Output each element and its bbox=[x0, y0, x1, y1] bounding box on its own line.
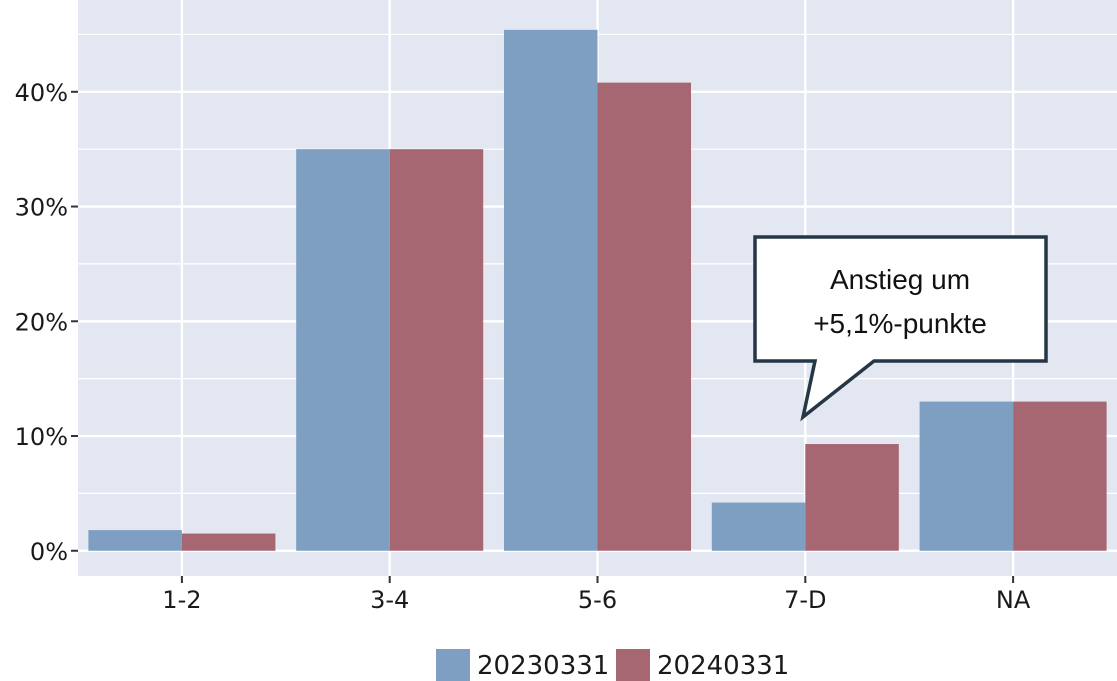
bar-20240331-5-6 bbox=[597, 82, 692, 551]
bar-20230331-5-6 bbox=[503, 29, 598, 551]
y-tick-label: 0% bbox=[30, 538, 68, 566]
legend-label-20230331: 20230331 bbox=[477, 651, 609, 681]
y-tick-label: 10% bbox=[15, 423, 68, 451]
annotation-line-2: +5,1%-punkte bbox=[813, 308, 987, 339]
x-tick-label: 7-D bbox=[784, 586, 826, 614]
x-axis: 1-2 3-4 5-6 7-D NA bbox=[162, 576, 1031, 614]
bar-20230331-3-4 bbox=[296, 149, 390, 551]
bar-20230331-NA bbox=[919, 401, 1014, 551]
bar-20240331-3-4 bbox=[389, 149, 484, 551]
legend-key-20240331 bbox=[616, 649, 650, 681]
bar-20240331-NA bbox=[1013, 401, 1107, 551]
x-tick-label: 5-6 bbox=[578, 586, 617, 614]
y-tick-label: 30% bbox=[15, 194, 68, 222]
x-tick-label: 3-4 bbox=[370, 586, 409, 614]
y-axis: 0% 10% 20% 30% 40% bbox=[15, 79, 78, 566]
bar-20230331-1-2 bbox=[88, 530, 182, 551]
y-tick-label: 40% bbox=[15, 79, 68, 107]
x-tick-label: 1-2 bbox=[162, 586, 201, 614]
legend-key-20230331 bbox=[436, 649, 470, 681]
bar-20230331-7-D bbox=[711, 502, 806, 551]
bars-group bbox=[88, 29, 1107, 551]
legend: 20230331 20240331 bbox=[436, 649, 789, 681]
y-tick-label: 20% bbox=[15, 308, 68, 336]
bar-20240331-1-2 bbox=[181, 533, 276, 551]
legend-label-20240331: 20240331 bbox=[657, 651, 789, 681]
callout-box bbox=[753, 235, 1048, 422]
x-tick-label: NA bbox=[996, 586, 1031, 614]
bar-20240331-7-D bbox=[805, 444, 899, 551]
annotation-callout: Anstieg um +5,1%-punkte bbox=[753, 235, 1048, 422]
annotation-line-1: Anstieg um bbox=[830, 264, 970, 295]
